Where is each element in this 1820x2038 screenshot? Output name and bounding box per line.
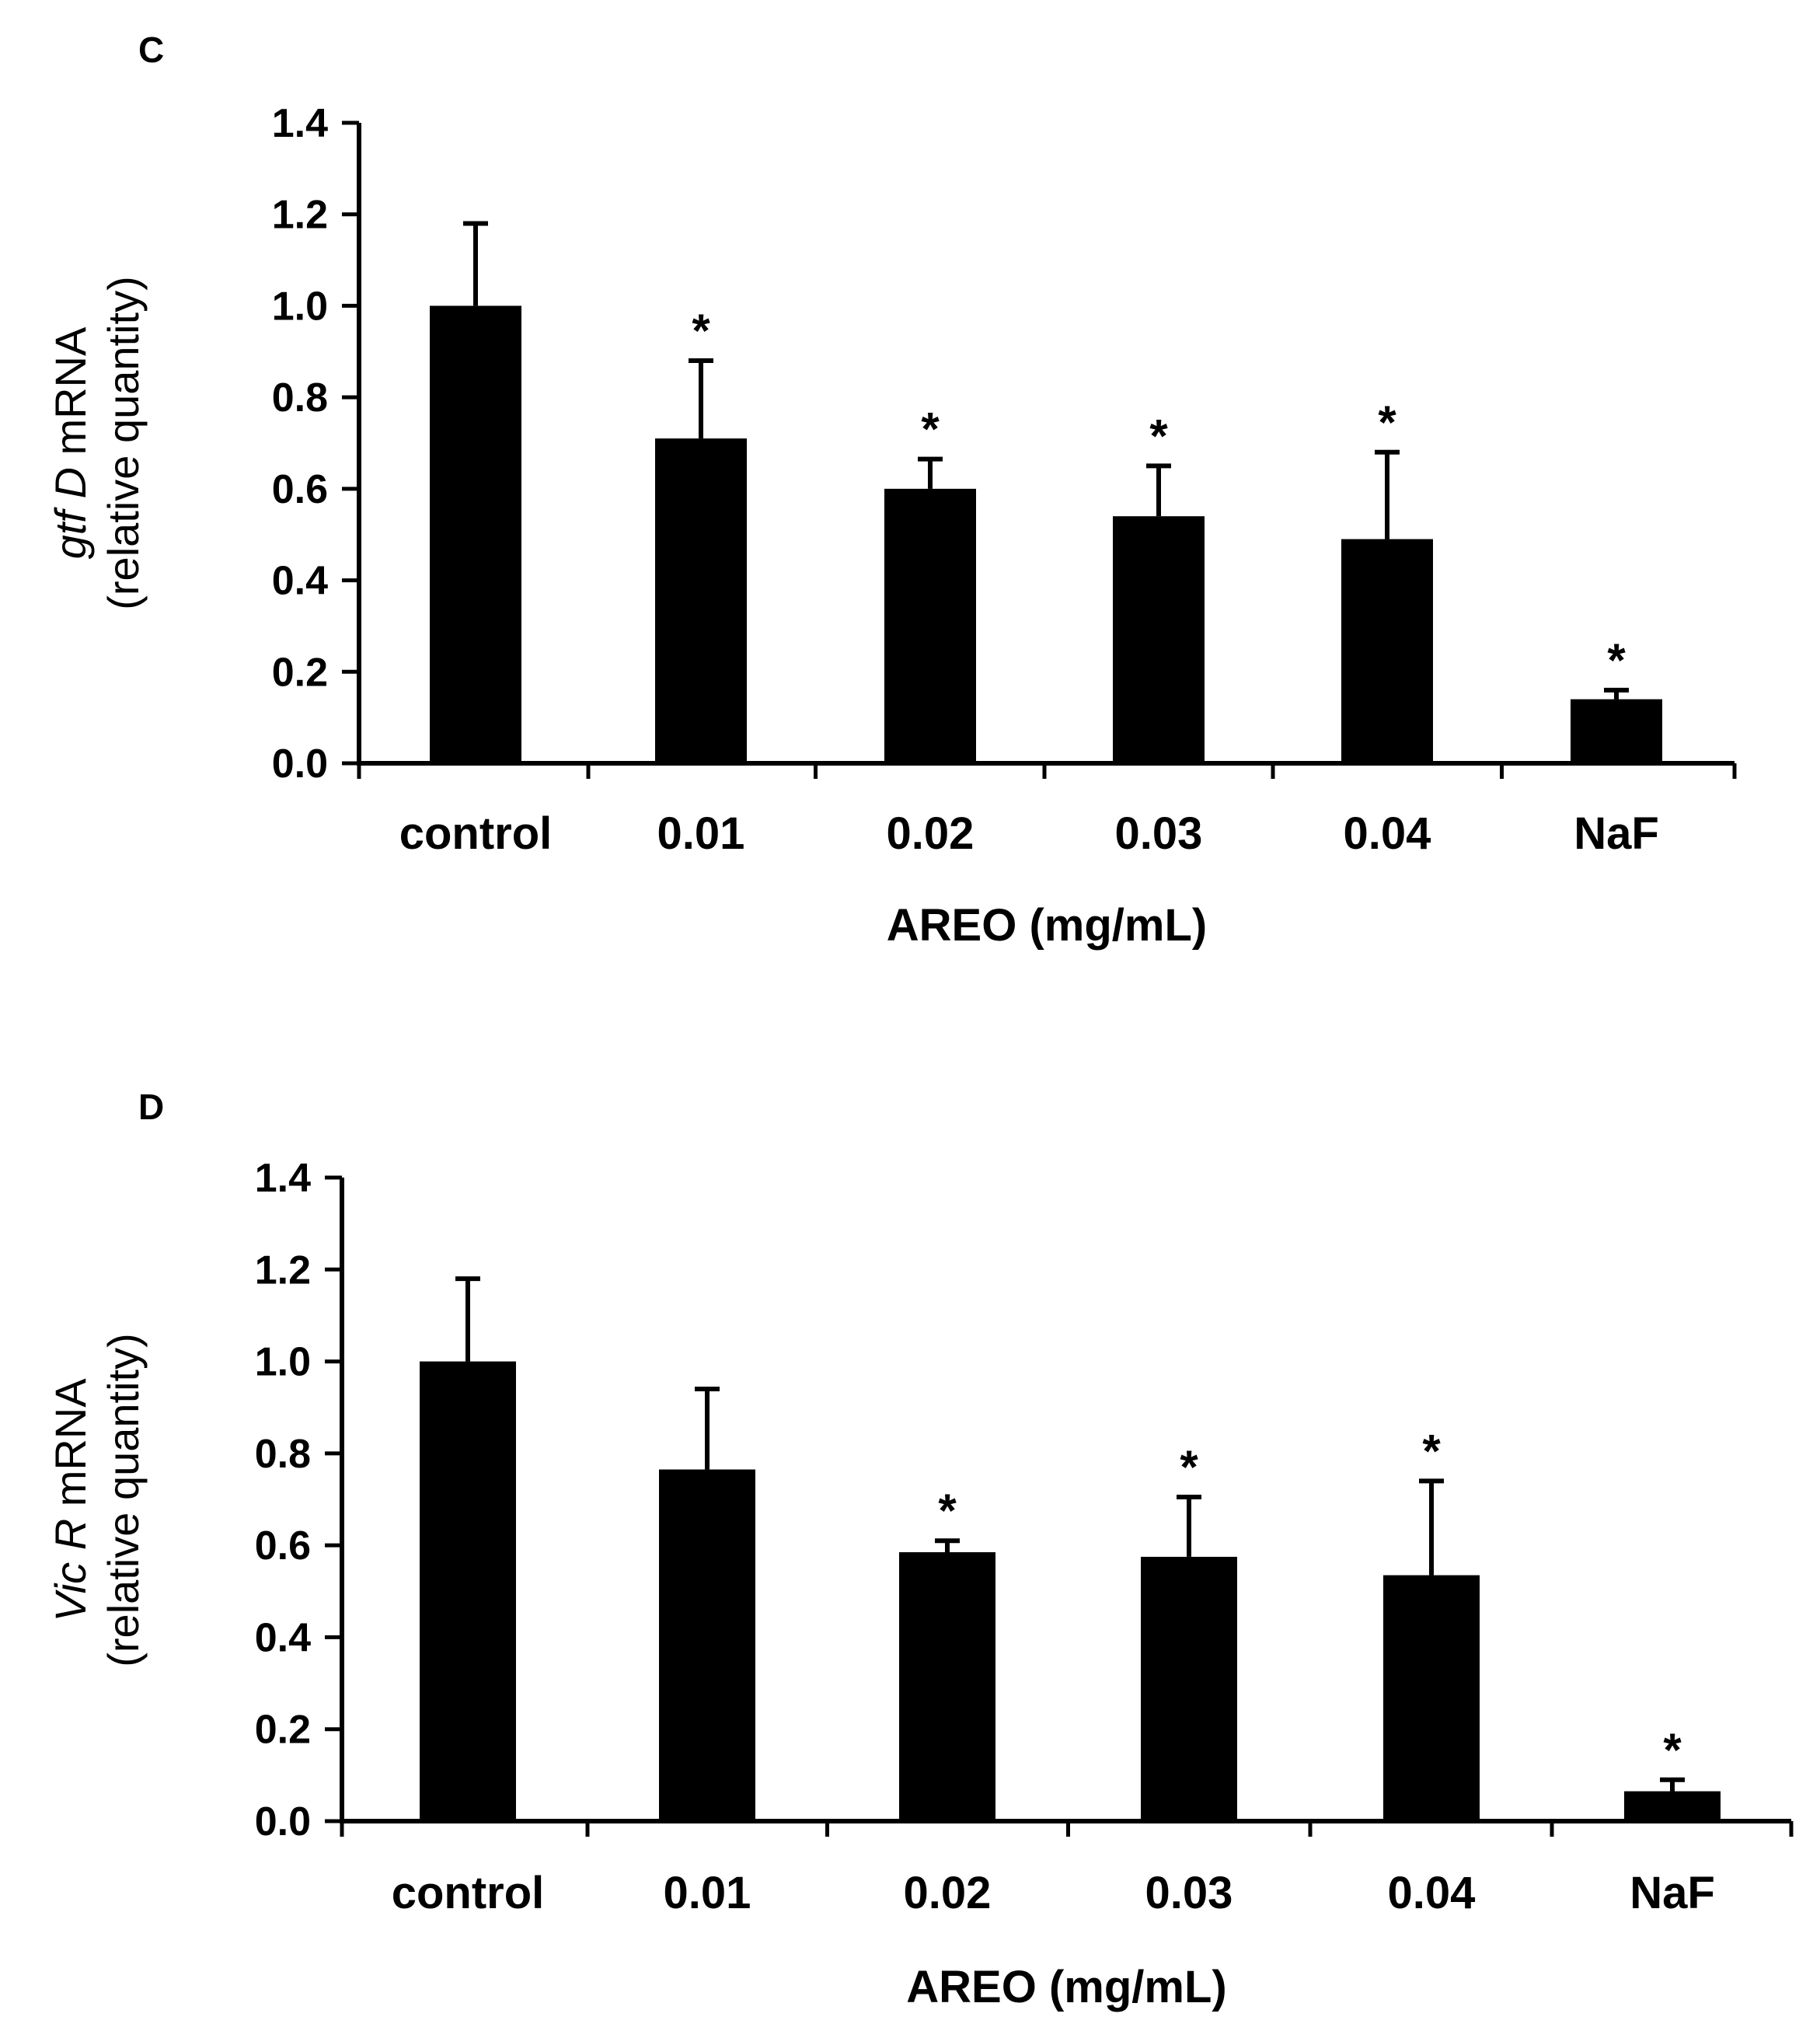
bar — [659, 1469, 755, 1821]
y-tick-label: 0.2 — [272, 650, 328, 695]
bar — [1624, 1791, 1721, 1821]
significance-marker: * — [1663, 1724, 1682, 1776]
y-axis-title: gtf D mRNA — [46, 326, 95, 559]
y-tick-label: 0.8 — [272, 375, 328, 421]
y-tick-label: 1.0 — [255, 1340, 311, 1385]
y-tick-label: 0.0 — [272, 742, 328, 787]
x-category-label: 0.04 — [1344, 808, 1431, 859]
significance-marker: * — [1607, 634, 1626, 686]
bar — [1141, 1556, 1237, 1821]
y-tick-label: 1.4 — [272, 101, 328, 146]
bar — [420, 1361, 516, 1821]
significance-marker: * — [1422, 1425, 1441, 1477]
x-category-label: control — [392, 1868, 545, 1918]
y-tick-label: 0.8 — [255, 1432, 311, 1477]
y-tick-label: 1.2 — [272, 193, 328, 238]
y-tick-label: 0.4 — [272, 559, 328, 604]
y-tick-label: 0.6 — [272, 467, 328, 512]
bar — [1571, 699, 1662, 763]
bar — [899, 1552, 995, 1821]
y-tick-label: 0.4 — [255, 1615, 311, 1660]
y-axis-subtitle: (relative quantity) — [99, 276, 148, 610]
y-tick-label: 0.6 — [255, 1523, 311, 1569]
x-category-label: 0.03 — [1145, 1868, 1233, 1918]
y-tick-label: 0.0 — [255, 1799, 311, 1844]
y-axis-title-suffix: mRNA — [46, 1378, 95, 1519]
y-axis-gene-name: Vic R — [46, 1519, 95, 1622]
x-category-label: control — [399, 808, 553, 859]
x-category-label: NaF — [1630, 1868, 1715, 1918]
significance-marker: * — [921, 403, 940, 455]
bar — [430, 305, 521, 763]
panel-label: D — [138, 1087, 164, 1127]
bar — [1113, 516, 1205, 763]
significance-marker: * — [1378, 396, 1396, 448]
x-category-label: 0.04 — [1388, 1868, 1476, 1918]
x-category-label: 0.01 — [664, 1868, 751, 1918]
y-tick-label: 1.2 — [255, 1248, 311, 1293]
x-category-label: 0.03 — [1115, 808, 1203, 859]
x-category-label: 0.01 — [657, 808, 745, 859]
x-axis-title: AREO (mg/mL) — [906, 1962, 1226, 2012]
panel-c: C 0.0 0.2 0.4 0.6 0.8 1.0 1.2 1.4 control * 0.01 * 0.… — [46, 30, 1737, 951]
panel-d: D 0.0 0.2 0.4 0.6 0.8 1.0 1.2 1.4 control 0.01 * 0.0… — [46, 1087, 1794, 2012]
bar — [1383, 1575, 1480, 1821]
x-category-label: 0.02 — [887, 808, 975, 859]
bar — [1341, 539, 1433, 763]
significance-marker: * — [692, 305, 710, 357]
significance-marker: * — [1149, 410, 1168, 462]
significance-marker: * — [1180, 1441, 1198, 1493]
x-category-label: NaF — [1574, 808, 1659, 859]
y-tick-label: 0.2 — [255, 1708, 311, 1753]
bar — [655, 438, 747, 763]
significance-marker: * — [938, 1485, 957, 1537]
y-axis-title: Vic R mRNA — [46, 1378, 95, 1622]
y-axis-gene-name: gtf D — [46, 467, 95, 559]
y-tick-label: 1.0 — [272, 284, 328, 329]
panel-label: C — [138, 30, 164, 70]
y-axis-title-suffix: mRNA — [46, 326, 95, 467]
y-axis-subtitle: (relative quantity) — [99, 1333, 148, 1667]
bar — [884, 488, 976, 763]
x-category-label: 0.02 — [904, 1868, 992, 1918]
y-tick-label: 1.4 — [255, 1156, 311, 1201]
x-axis-title: AREO (mg/mL) — [887, 900, 1207, 951]
